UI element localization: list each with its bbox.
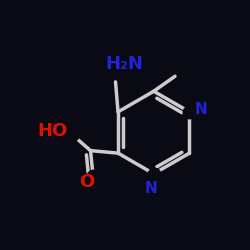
Text: HO: HO: [38, 122, 68, 140]
Text: N: N: [145, 181, 158, 196]
Text: H₂N: H₂N: [105, 55, 143, 73]
Text: N: N: [194, 102, 207, 117]
Text: O: O: [79, 173, 94, 191]
